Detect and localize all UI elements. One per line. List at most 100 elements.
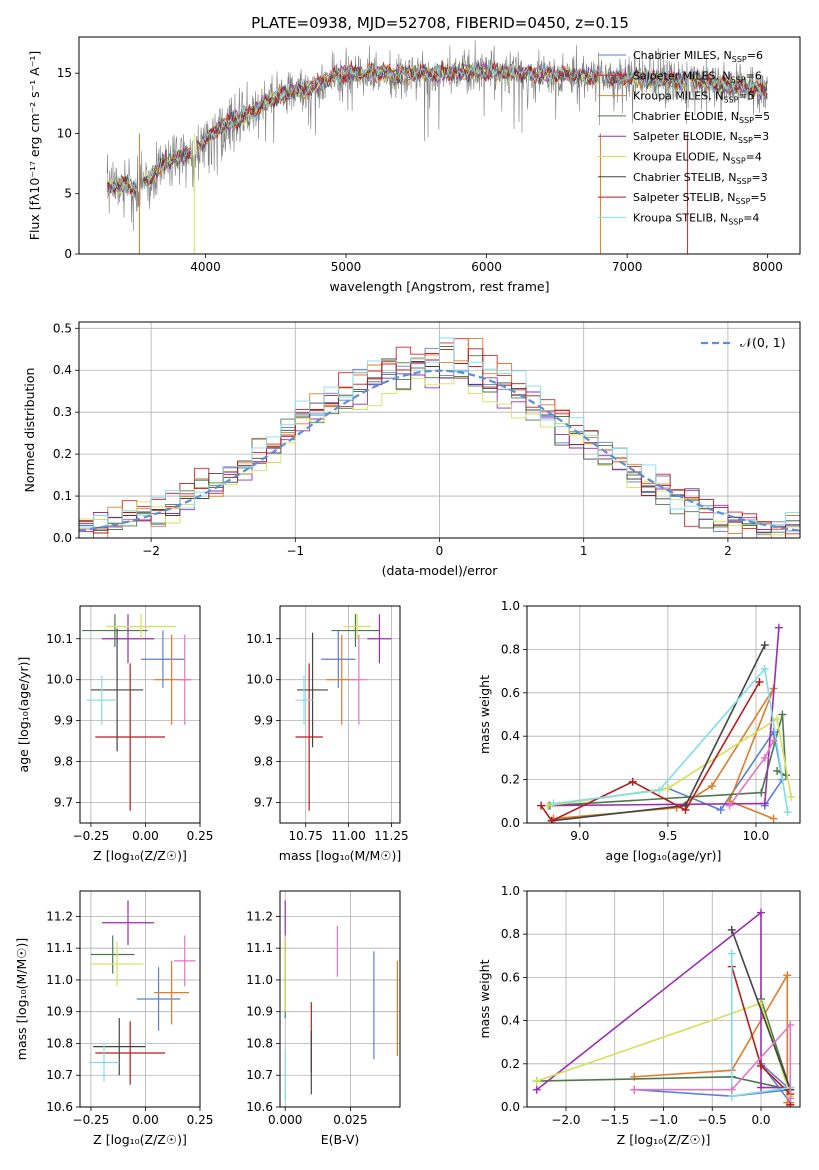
x-axis-label: Z [log₁₀(Z/Z☉)]	[93, 848, 187, 863]
x-axis-label: mass [log₁₀(M/M☉)]	[279, 848, 401, 863]
series-marker	[783, 808, 792, 817]
massweight-vs-Z-frame	[526, 890, 801, 1108]
series-marker	[757, 1061, 765, 1070]
series-marker	[760, 664, 769, 673]
series-marker	[727, 1085, 736, 1094]
mass-vs-EBV-axes: 0.000 0.025 10.6 10.7 10.8 10.9 11.0 11.1 11.2 E(…	[246, 891, 400, 1147]
series-marker	[781, 771, 790, 780]
y-tick-label: 10.6	[46, 1100, 73, 1114]
residual-histogram	[79, 337, 800, 528]
y-tick-label: 10.9	[46, 1005, 73, 1019]
series-marker	[725, 801, 734, 810]
x-axis-label: Z [log₁₀(Z/Z☉)]	[617, 1132, 711, 1147]
mass-vs-Z-frame	[79, 890, 201, 1108]
y-tick-label: 0.6	[501, 970, 520, 984]
errorbar-point	[154, 960, 190, 1025]
series-marker	[727, 949, 736, 958]
x-tick-label: −0.5	[698, 1113, 727, 1127]
y-tick-label: 9.8	[54, 755, 73, 769]
x-tick-label: −1.5	[600, 1113, 629, 1127]
x-tick-label: 0.0	[751, 1113, 770, 1127]
y-tick-label: 11.0	[46, 973, 73, 987]
x-tick-label: −1.0	[649, 1113, 678, 1127]
series-marker	[773, 714, 782, 723]
series-marker	[786, 1094, 795, 1103]
x-tick-label: 0.025	[333, 1113, 367, 1127]
x-tick-label: −2.0	[551, 1113, 580, 1127]
x-tick-label: 7000	[612, 260, 643, 274]
legend-entry: Kroupa ELODIE, NSSP=4	[633, 151, 762, 166]
legend-entry: Chabrier ELODIE, NSSP=5	[633, 110, 770, 125]
mass-weight-series	[548, 627, 780, 807]
massweight-vs-age-frame	[526, 605, 801, 824]
x-axis-label: wavelength [Angstrom, rest frame]	[329, 279, 549, 294]
y-tick-label: 0.8	[501, 642, 520, 656]
spectrum-axes: 4000 5000 6000 7000 8000 0 5 10 15 wavelength [An…	[27, 51, 783, 294]
y-axis-label: Normed distribution	[22, 368, 37, 493]
y-tick-label: 10.1	[246, 632, 273, 646]
series-marker	[547, 816, 556, 823]
y-tick-label: 15	[57, 66, 72, 80]
y-tick-label: 10.7	[246, 1068, 273, 1082]
y-tick-label: 0.3	[53, 405, 72, 419]
legend-entry: Salpeter STELIB, NSSP=5	[633, 191, 767, 206]
y-tick-label: 1.0	[501, 599, 520, 613]
errorbar-point	[90, 628, 144, 752]
age-vs-Z-errorbars	[82, 614, 192, 811]
legend-entry: Kroupa MILES, NSSP=5	[633, 90, 755, 105]
y-tick-label: 0.0	[501, 1100, 520, 1114]
x-axis-label: age [log₁₀(age/yr)]	[606, 848, 722, 863]
series-marker	[769, 736, 778, 745]
age-vs-mass-errorbars	[295, 614, 392, 811]
series-marker	[681, 805, 690, 814]
errorbar-point	[106, 614, 176, 639]
series-marker	[707, 782, 716, 791]
series-marker	[544, 801, 553, 810]
y-tick-label: 10.9	[246, 1005, 273, 1019]
massweight-vs-age-lines	[537, 623, 796, 823]
x-tick-label: 0.00	[132, 1113, 159, 1127]
errorbar-point	[136, 967, 181, 1031]
age-vs-Z-axes: −0.25 0.00 0.25 9.7 9.8 9.9 10.0 10.1 Z [log₁₀(Z…	[16, 606, 213, 863]
errorbar-point	[350, 634, 368, 725]
x-axis-label: (data-model)/error	[382, 563, 499, 578]
y-axis-label: age [log₁₀(age/yr)]	[16, 657, 31, 773]
legend-entry: 𝒩(0, 1)	[740, 335, 786, 350]
series-marker	[716, 805, 725, 814]
y-tick-label: 10.8	[46, 1036, 73, 1050]
figure-title: PLATE=0938, MJD=52708, FIBERID=0450, z=0…	[251, 14, 629, 32]
age-vs-mass-frame	[279, 605, 401, 824]
y-tick-label: 11.1	[46, 941, 73, 955]
y-tick-label: 0.2	[501, 773, 520, 787]
y-axis-label: Flux [fλ10⁻¹⁷ erg cm⁻² s⁻¹ A⁻¹]	[27, 51, 42, 240]
series-marker	[628, 777, 637, 786]
x-tick-label: −2	[142, 544, 160, 558]
legend-entry: Chabrier MILES, NSSP=6	[633, 49, 763, 64]
x-tick-label: 4000	[190, 260, 221, 274]
x-tick-label: 0	[436, 544, 444, 558]
y-tick-label: 0.0	[53, 531, 72, 545]
y-tick-label: 1.0	[501, 884, 520, 898]
errorbar-point	[101, 614, 155, 664]
errorbar-point	[95, 663, 166, 811]
errorbar-point	[343, 614, 371, 639]
y-tick-label: 9.8	[254, 755, 273, 769]
series-marker	[774, 623, 783, 632]
x-tick-label: 11.25	[374, 829, 408, 843]
y-tick-label: 0.4	[501, 729, 520, 743]
series-marker	[773, 766, 782, 775]
x-tick-label: −0.25	[73, 829, 110, 843]
series-marker	[769, 814, 778, 823]
x-tick-label: 6000	[471, 260, 502, 274]
x-tick-label: 0.25	[187, 829, 214, 843]
y-tick-label: 9.9	[54, 714, 73, 728]
y-axis-label: mass [log₁₀(M/M☉)]	[14, 938, 29, 1060]
y-tick-label: 0.4	[501, 1014, 520, 1028]
x-tick-label: 0.25	[187, 1113, 214, 1127]
errorbar-point	[178, 634, 192, 725]
series-marker	[663, 784, 672, 793]
massweight-vs-Z-lines	[532, 908, 795, 1107]
y-tick-label: 10.0	[246, 673, 273, 687]
y-axis-label: mass weight	[477, 959, 492, 1038]
y-tick-label: 5	[64, 187, 72, 201]
